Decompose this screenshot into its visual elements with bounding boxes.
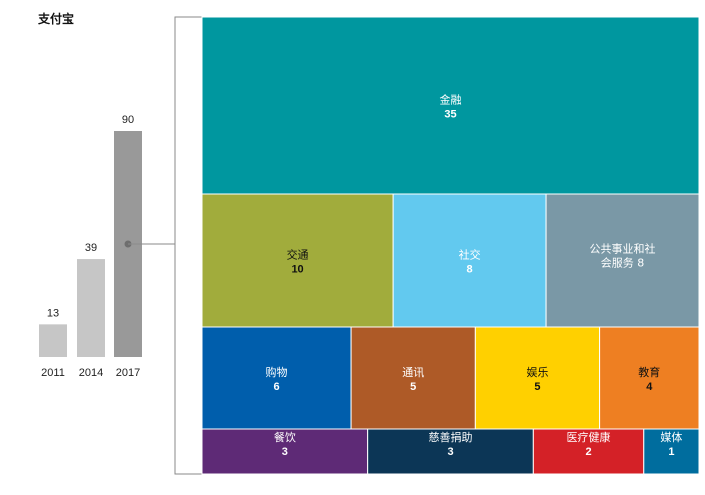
treemap-value: 6 bbox=[273, 381, 279, 393]
treemap-cell bbox=[201, 16, 700, 195]
treemap-cell bbox=[201, 193, 394, 328]
treemap-value: 2 bbox=[585, 446, 591, 458]
treemap-value: 3 bbox=[282, 446, 288, 458]
treemap-cell bbox=[201, 326, 352, 430]
treemap-value: 8 bbox=[467, 264, 473, 276]
treemap-label: 慈善捐助 bbox=[429, 430, 473, 444]
treemap-cell bbox=[545, 193, 700, 328]
treemap-cell bbox=[643, 428, 700, 475]
treemap-value: 5 bbox=[534, 381, 540, 393]
treemap-value: 3 bbox=[447, 446, 453, 458]
chart-title: 支付宝 bbox=[38, 12, 75, 26]
treemap-label: 社交 bbox=[459, 248, 481, 262]
treemap-label: 教育 bbox=[638, 365, 660, 379]
bar-value-label: 39 bbox=[85, 242, 97, 254]
treemap-label: 交通 bbox=[287, 248, 309, 262]
treemap-label: 娱乐 bbox=[526, 365, 548, 379]
bar-category-label: 2017 bbox=[116, 367, 140, 379]
treemap: 金融 35 交通 10 社交 8 公共事业和社会服务 8 购物 6 通讯 5 娱乐 5 教育 4 餐饮 3 慈善捐… bbox=[201, 16, 700, 475]
bar-2014 bbox=[77, 259, 105, 357]
treemap-value: 10 bbox=[291, 264, 303, 276]
bar-value-label: 13 bbox=[47, 307, 59, 319]
bracket-line bbox=[128, 16, 202, 475]
bar-2011 bbox=[39, 324, 67, 357]
treemap-label: 通讯 bbox=[402, 366, 424, 379]
treemap-cell bbox=[599, 326, 700, 430]
bar-value-label: 90 bbox=[122, 114, 134, 126]
treemap-label: 媒体 bbox=[660, 430, 682, 444]
treemap-cell bbox=[392, 193, 547, 328]
treemap-cell bbox=[474, 326, 601, 430]
treemap-label: 医疗健康 bbox=[567, 430, 611, 444]
bar-chart: 13 2011 39 2014 90 2017 bbox=[39, 114, 142, 379]
bar-category-label: 2011 bbox=[41, 367, 65, 379]
treemap-cell bbox=[350, 326, 476, 430]
connector-lines bbox=[124, 16, 202, 475]
treemap-label: 公共事业和社会服务 8 bbox=[590, 242, 656, 270]
treemap-value: 1 bbox=[668, 446, 674, 458]
treemap-label: 购物 bbox=[266, 365, 288, 379]
treemap-cell bbox=[201, 428, 369, 475]
treemap-value: 35 bbox=[444, 109, 456, 121]
treemap-label: 金融 bbox=[440, 93, 462, 107]
bar-category-label: 2014 bbox=[79, 367, 103, 379]
treemap-value: 5 bbox=[410, 381, 416, 393]
treemap-value: 4 bbox=[646, 381, 653, 393]
treemap-label: 餐饮 bbox=[274, 430, 296, 444]
